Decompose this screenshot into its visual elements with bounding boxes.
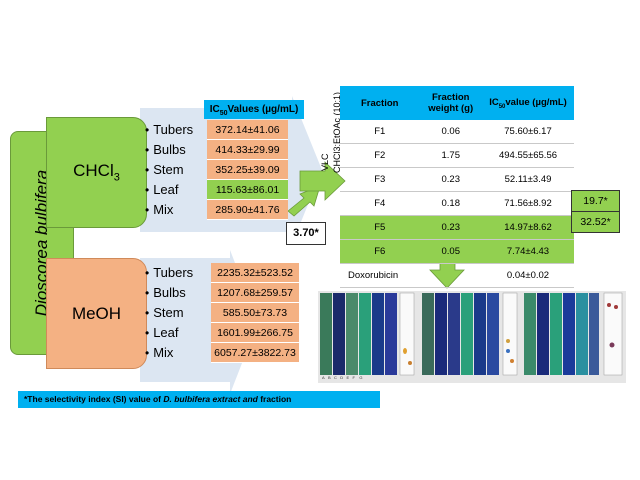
fraction-table: Fraction Fraction weight (g) IC50value (…: [340, 86, 574, 288]
tlc-strips: [320, 292, 623, 376]
table-row: F4 0.18 71.56±8.92: [340, 191, 574, 216]
chcl3-parts-list: Tubers Bulbs Stem Leaf Mix: [145, 120, 210, 220]
value-cell: 6057.27±3822.73: [211, 343, 299, 363]
vlc-line1: VLC: [320, 153, 330, 171]
leaf-arrow: [287, 185, 321, 217]
value-cell: 1601.99±266.75: [211, 323, 299, 343]
value-cell-leaf: 115.63±86.01: [207, 180, 288, 200]
table-row: F1 0.06 75.60±6.17: [340, 120, 574, 144]
value-cell: 414.33±29.99: [207, 140, 288, 160]
leaf-si-box: 3.70*: [286, 222, 326, 245]
table-row-f5: F5 0.23 14.97±8.62: [340, 215, 574, 240]
value-cell: 285.90±41.76: [207, 200, 288, 220]
f6-si-box: 32.52*: [571, 211, 620, 233]
meoh-parts-list: Tubers Bulbs Stem Leaf Mix: [145, 263, 210, 363]
list-item: Leaf: [145, 180, 210, 200]
header-ic50: IC50value (µg/mL): [482, 86, 574, 120]
meoh-values: 2235.32±523.52 1207.68±259.57 585.50±73.…: [211, 263, 299, 363]
header-weight: Fraction weight (g): [419, 86, 482, 120]
chcl3-solvent-box: CHCl3: [46, 117, 147, 228]
value-cell: 372.14±41.06: [207, 120, 288, 140]
list-item: Bulbs: [145, 283, 210, 303]
footnote: *The selectivity index (SI) value of D. …: [18, 391, 380, 408]
value-cell: 1207.68±259.57: [211, 283, 299, 303]
list-item: Tubers: [145, 120, 210, 140]
tlc-lane-letters: A B C D E F G: [322, 375, 363, 380]
value-cell: 352.25±39.09: [207, 160, 288, 180]
table-row-doxorubicin: Doxorubicin 0.04±0.02: [340, 263, 574, 288]
table-row-f6: F6 0.05 7.74±4.43: [340, 239, 574, 264]
f5-si-box: 19.7*: [571, 190, 620, 212]
header-fraction: Fraction: [340, 86, 420, 120]
tlc-plates-image: A B C D E F G: [318, 291, 626, 383]
chcl3-label: CHCl3: [73, 161, 120, 184]
list-item: Bulbs: [145, 140, 210, 160]
meoh-label: MeOH: [71, 303, 122, 323]
value-cell: 2235.32±523.52: [211, 263, 299, 283]
table-row: F3 0.23 52.11±3.49: [340, 167, 574, 192]
meoh-solvent-box: MeOH: [46, 258, 147, 369]
list-item: Mix: [145, 343, 210, 363]
ic50-values-header: IC50Values (µg/mL): [204, 100, 304, 119]
list-item: Stem: [145, 303, 210, 323]
list-item: Tubers: [145, 263, 210, 283]
vlc-arrow: [299, 161, 346, 201]
list-item: Leaf: [145, 323, 210, 343]
list-item: Mix: [145, 200, 210, 220]
table-row: F2 1.75 494.55±65.56: [340, 143, 574, 168]
chcl3-values: 372.14±41.06 414.33±29.99 352.25±39.09 1…: [207, 120, 288, 220]
list-item: Stem: [145, 160, 210, 180]
value-cell: 585.50±73.73: [211, 303, 299, 323]
